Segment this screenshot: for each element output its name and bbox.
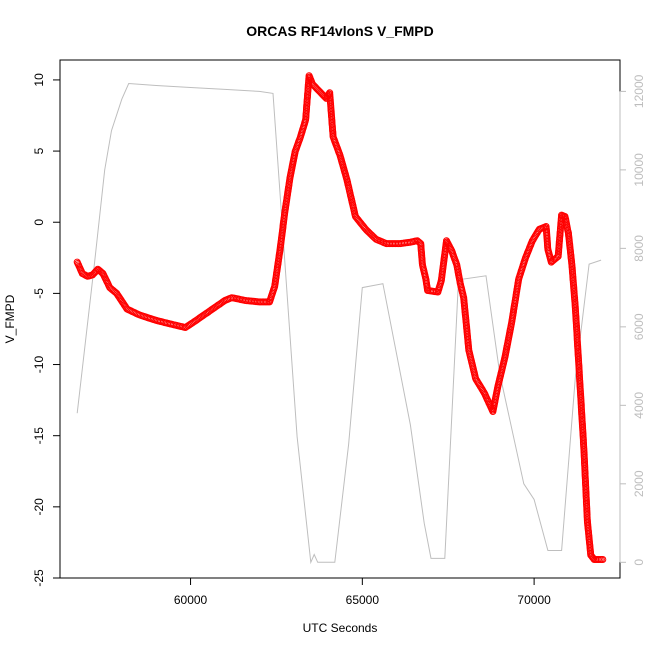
y-tick-label: -25 (32, 569, 46, 587)
scatter-point (597, 556, 605, 563)
y2-tick-label: 6000 (632, 313, 646, 340)
y-tick-label: 10 (32, 73, 46, 87)
x-tick-label: 65000 (346, 593, 380, 607)
v-fmpd-scatter-series (73, 72, 607, 563)
scatter-point (342, 174, 350, 182)
y2-tick-label: 2000 (632, 470, 646, 497)
altitude-line (76, 82, 602, 565)
scatter-point (312, 84, 320, 92)
y-axis-label: V_FMPD (3, 294, 17, 343)
x-axis-label: UTC Seconds (303, 621, 378, 635)
y-tick-label: -20 (32, 498, 46, 516)
scatter-point (369, 232, 377, 240)
y-tick-label: -10 (32, 356, 46, 374)
x-tick-label: 70000 (517, 593, 551, 607)
y-axis-left: -25 -20 -15 -10 -5 0 5 10 (32, 73, 60, 587)
y-tick-label: 5 (32, 147, 46, 154)
x-tick-label: 60000 (174, 593, 208, 607)
y2-tick-label: 12000 (632, 74, 646, 108)
y2-tick-label: 4000 (632, 392, 646, 419)
y-tick-label: 0 (32, 219, 46, 226)
scatter-point (479, 386, 487, 394)
scatter-point (551, 255, 559, 263)
scatter-point (535, 227, 542, 235)
y2-tick-label: 8000 (632, 235, 646, 262)
scatter-point (359, 222, 367, 230)
y-tick-label: -5 (32, 288, 46, 299)
altitude-line-series (76, 82, 602, 565)
y2-tick-label: 10000 (632, 153, 646, 187)
y-tick-label: -15 (32, 427, 46, 445)
scatter-point (82, 272, 90, 280)
chart-title: ORCAS RF14vlonS V_FMPD (246, 23, 433, 39)
y2-tick-label: 0 (632, 559, 646, 566)
y-axis-right: 0 2000 4000 6000 8000 10000 12000 (619, 74, 646, 566)
scatter-point (96, 267, 104, 275)
scatter-point (109, 287, 117, 294)
x-axis: 60000 65000 70000 (174, 578, 551, 607)
